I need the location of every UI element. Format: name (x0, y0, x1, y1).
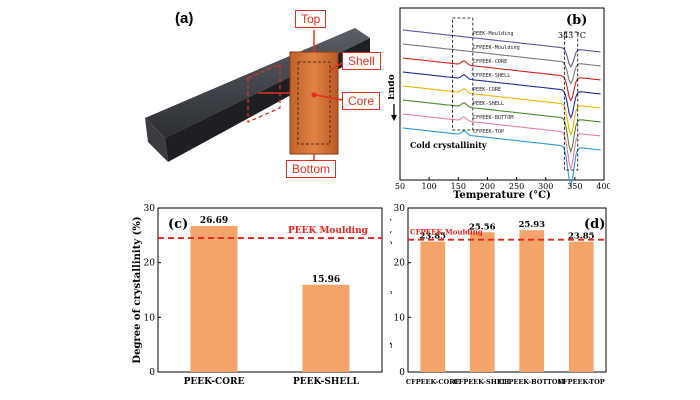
chart-c-y-axis-label: Degree of crystallinity (%) (132, 216, 143, 363)
dsc-series-label: CFPEEK-Moulding (473, 45, 520, 51)
chart-d-value-label: 23.85 (568, 232, 595, 242)
chart-d-panel-letter: (d) (584, 217, 605, 232)
chart-c-category-label: PEEK-CORE (184, 377, 245, 387)
chart-d-y-tick-label: 0 (399, 368, 405, 378)
label-shell: Shell (342, 52, 381, 70)
chart-d-category-label: CFPEEK-CORE (406, 378, 460, 386)
dsc-chart: (b) Temperature (°C) 343 °C Endo Cold cr… (388, 7, 610, 200)
dsc-x-tick-label: 250 (509, 182, 524, 191)
cold-crystallization-box (452, 17, 474, 131)
panel-b-letter: (b) (566, 13, 587, 28)
panel-b: (b) Temperature (°C) 343 °C Endo Cold cr… (388, 0, 610, 200)
dsc-series-label: CFPEEK-SHELL (473, 73, 510, 79)
chart-d-y-axis-label: Degree of crystallinity (%) (390, 216, 393, 363)
dsc-series-label: CFPEEK-BOTTOM (473, 115, 514, 121)
dsc-curve-cfpeek-moulding (402, 43, 601, 85)
chart-c-value-label: 26.69 (200, 216, 228, 226)
shell-leader (329, 61, 345, 71)
dsc-x-axis-label: Temperature (°C) (453, 190, 551, 200)
chart-d-category-label: CFPEEK-BOTTOM (499, 378, 565, 386)
panel-a-letter: (a) (175, 10, 194, 27)
chart-d-bar (568, 241, 594, 372)
dsc-x-tick-label: 300 (538, 182, 553, 191)
chart-d-bar (519, 230, 545, 372)
chart-c-reference-label: PEEK Moulding (288, 226, 369, 236)
chart-c-bar (302, 284, 350, 372)
core-leader (315, 94, 343, 101)
chart-c-bar (190, 226, 238, 372)
chart-d-value-label: 23.85 (419, 232, 446, 242)
bar-end-face (145, 118, 168, 162)
dsc-plot-frame (399, 7, 605, 181)
chart-d-bar (420, 241, 446, 372)
chart-c-panel-letter: (c) (168, 217, 188, 232)
dsc-series-label: CFPEEK-TOP (473, 129, 504, 135)
chart-d-value-label: 25.56 (469, 222, 496, 232)
chart-c-y-tick-label: 0 (149, 368, 155, 378)
chart-d-value-label: 25.93 (518, 220, 545, 230)
panel-d: 0 10 20 30 Degree of crystallinity (%) 23.85 C… (390, 200, 612, 400)
chart-d-y-tick-label: 30 (394, 204, 406, 214)
chart-c-plot-frame (157, 207, 383, 373)
dsc-x-tick-label: 400 (596, 182, 610, 191)
dsc-x-tick-label: 350 (567, 182, 582, 191)
chart-c-y-tick-label: 20 (144, 259, 156, 269)
chart-d-reference-label: CFPEEK Moulding (410, 228, 483, 237)
cross-section (289, 51, 339, 155)
specimen-photo (145, 28, 370, 162)
dsc-curve-peek-shell (402, 99, 601, 154)
dsc-x-tick-label: 150 (451, 182, 466, 191)
label-core: Core (342, 92, 381, 110)
dsc-curve-peek-core (402, 85, 601, 137)
dsc-curve-cfpeek-core (402, 57, 601, 102)
chart-c-y-tick-label: 30 (144, 204, 156, 214)
section-outline (247, 63, 281, 123)
panel-a: (a) Top Shell Core Bottom (130, 0, 381, 200)
chart-c-y-tick-label: 10 (144, 313, 156, 323)
dsc-curve-cfpeek-top (402, 127, 601, 188)
chart-d-plot-frame (407, 207, 607, 373)
dsc-series-label: PEEK-CORE (473, 87, 501, 93)
cold-crystallinity-annotation: Cold crystallinity (410, 140, 487, 150)
chart-d-bar (469, 232, 495, 372)
dsc-x-tick-label: 100 (422, 182, 437, 191)
dsc-curve-cfpeek-bottom (402, 113, 601, 171)
peak-temp-annotation: 343 °C (558, 31, 586, 40)
core-region (297, 61, 331, 145)
endo-arrow-head (391, 115, 397, 121)
panel-c: 0 10 20 30 Degree of crystallinity (%) 26.69 P… (128, 200, 390, 400)
chart-d-category-label: CFPEEK-TOP (558, 378, 605, 386)
core-point (311, 92, 317, 98)
dsc-series-label: CFPEEK-CORE (473, 59, 507, 65)
melting-peak-box (563, 31, 579, 171)
chart-c-value-label: 15.96 (312, 275, 340, 285)
label-bottom: Bottom (286, 160, 337, 178)
chart-d-y-tick-label: 10 (394, 313, 406, 323)
dsc-curve-cfpeek-shell (402, 71, 601, 120)
endo-label: Endo (388, 74, 397, 100)
chart-d-category-label: CFPEEK-SHELL (454, 378, 512, 386)
dsc-series-label: PEEK-SHELL (473, 101, 504, 107)
chart-c-category-label: PEEK-SHELL (293, 377, 360, 387)
dsc-curve-peek-moulding (402, 29, 601, 68)
dsc-x-tick-label: 200 (480, 182, 495, 191)
dsc-x-tick-label: 50 (395, 182, 405, 191)
label-top: Top (295, 10, 327, 28)
dsc-series-label: PEEK-Moulding (473, 31, 514, 37)
chart-d-y-tick-label: 20 (394, 259, 406, 269)
